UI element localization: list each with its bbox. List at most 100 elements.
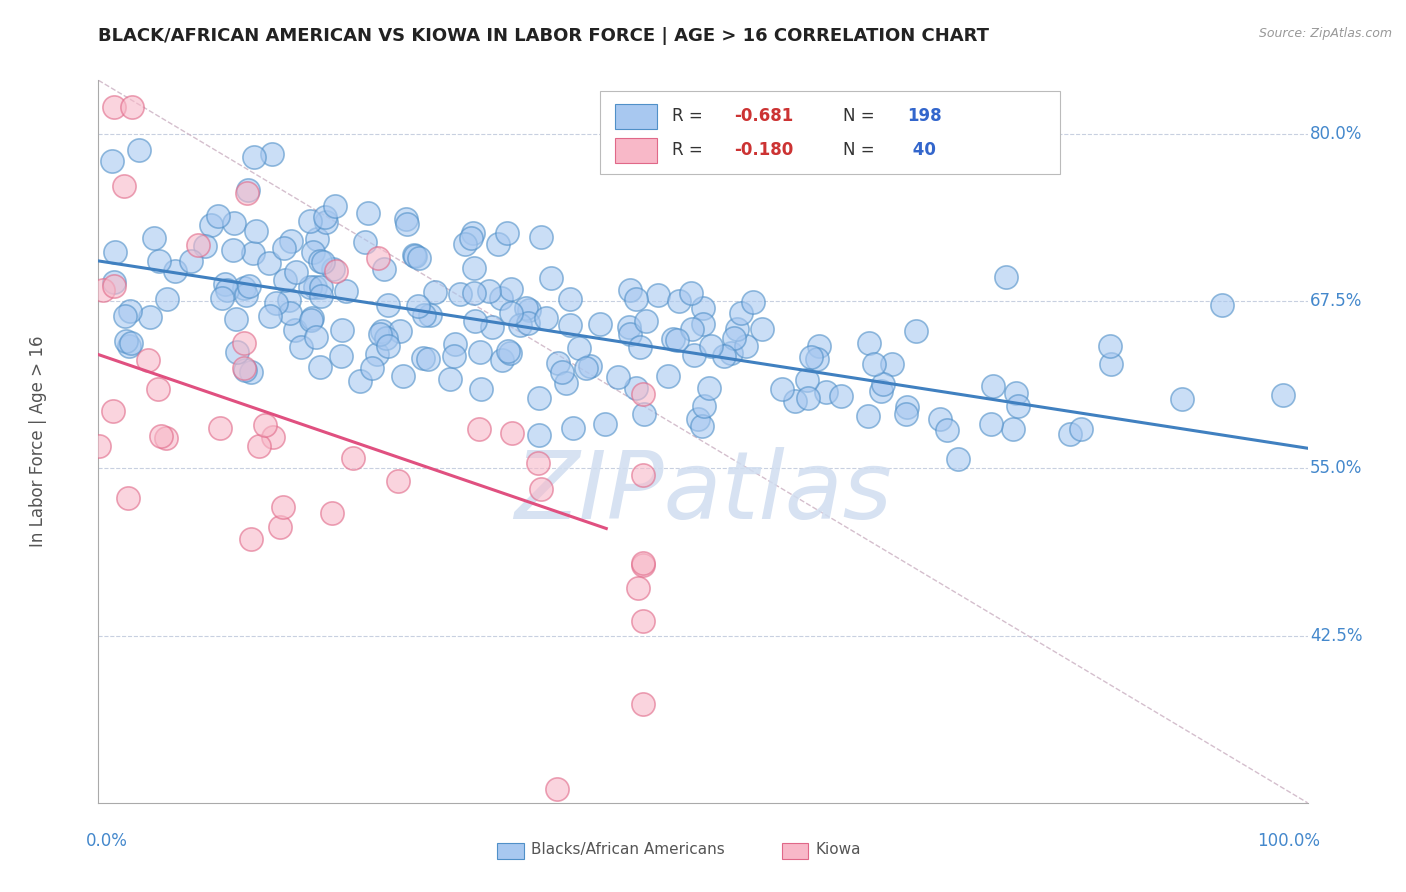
Point xyxy=(751,322,773,336)
Point xyxy=(194,239,217,253)
Point xyxy=(628,340,651,354)
Point xyxy=(91,283,114,297)
Point xyxy=(547,356,569,370)
Text: 198: 198 xyxy=(907,107,942,126)
Point xyxy=(770,383,793,397)
Point xyxy=(207,209,229,223)
Point xyxy=(443,349,465,363)
Text: 100.0%: 100.0% xyxy=(1257,831,1320,850)
Point xyxy=(314,211,336,225)
Point xyxy=(200,218,222,232)
Point xyxy=(330,349,353,363)
Point xyxy=(463,260,485,275)
Point xyxy=(285,265,308,279)
Point xyxy=(309,289,332,303)
Point xyxy=(681,322,703,336)
Point xyxy=(284,323,307,337)
Point xyxy=(948,452,970,467)
Point xyxy=(305,330,328,344)
Point xyxy=(232,281,254,295)
Point xyxy=(634,313,657,327)
Point xyxy=(302,244,325,259)
Point xyxy=(686,412,709,426)
Point xyxy=(299,313,322,327)
Point xyxy=(308,253,330,268)
Point xyxy=(222,217,245,231)
Text: R =: R = xyxy=(672,141,707,160)
Point xyxy=(693,399,716,413)
Text: Kiowa: Kiowa xyxy=(815,842,860,857)
Text: BLACK/AFRICAN AMERICAN VS KIOWA IN LABOR FORCE | AGE > 16 CORRELATION CHART: BLACK/AFRICAN AMERICAN VS KIOWA IN LABOR… xyxy=(98,27,990,45)
Point xyxy=(342,451,364,466)
Point xyxy=(118,304,141,318)
Point xyxy=(981,379,1004,393)
Point xyxy=(668,293,690,308)
Point xyxy=(416,351,439,366)
Point xyxy=(546,782,568,797)
Point xyxy=(529,391,551,405)
Point xyxy=(139,310,162,325)
Point xyxy=(647,288,669,302)
Point xyxy=(536,311,558,326)
Point xyxy=(904,324,927,338)
Point xyxy=(112,179,135,194)
Point xyxy=(101,153,124,168)
Point xyxy=(527,457,550,471)
Point xyxy=(509,318,531,332)
Point xyxy=(470,382,492,396)
Point xyxy=(187,237,209,252)
Point xyxy=(882,357,904,371)
Point xyxy=(720,346,742,360)
Point xyxy=(394,212,416,227)
Point xyxy=(631,558,654,572)
Point xyxy=(517,316,540,330)
FancyBboxPatch shape xyxy=(614,103,657,129)
Point xyxy=(225,312,247,326)
Point xyxy=(233,363,256,377)
Point xyxy=(367,251,389,265)
Point xyxy=(332,323,354,337)
Point xyxy=(377,298,399,312)
Point xyxy=(995,269,1018,284)
Point xyxy=(633,407,655,421)
Text: -0.180: -0.180 xyxy=(734,141,794,160)
Point xyxy=(619,326,641,341)
Point xyxy=(128,144,150,158)
Point xyxy=(806,351,828,366)
Point xyxy=(242,245,264,260)
Point xyxy=(280,234,302,248)
Point xyxy=(259,309,281,323)
Point xyxy=(118,338,141,352)
FancyBboxPatch shape xyxy=(614,137,657,163)
Point xyxy=(235,287,257,301)
Point xyxy=(463,226,485,240)
Point xyxy=(631,557,654,571)
Point xyxy=(683,348,706,362)
Point xyxy=(980,417,1002,431)
Point xyxy=(269,520,291,534)
Point xyxy=(741,294,763,309)
Point xyxy=(589,317,612,331)
Point xyxy=(700,338,723,352)
Point xyxy=(146,382,169,396)
Text: Blacks/African Americans: Blacks/African Americans xyxy=(531,842,725,857)
Point xyxy=(419,308,441,322)
Point xyxy=(136,353,159,368)
Point xyxy=(392,369,415,384)
Point xyxy=(368,326,391,341)
Point xyxy=(928,411,950,425)
Point xyxy=(814,385,837,400)
Point xyxy=(527,428,550,442)
Point xyxy=(692,317,714,331)
Point xyxy=(529,483,551,497)
Point xyxy=(238,279,260,293)
Point xyxy=(872,377,894,392)
Point xyxy=(388,324,411,338)
Point xyxy=(315,215,337,229)
Text: R =: R = xyxy=(672,107,707,126)
Point xyxy=(830,389,852,403)
Point xyxy=(301,311,323,326)
Text: 42.5%: 42.5% xyxy=(1310,626,1362,645)
Point xyxy=(405,250,427,264)
Point xyxy=(783,393,806,408)
